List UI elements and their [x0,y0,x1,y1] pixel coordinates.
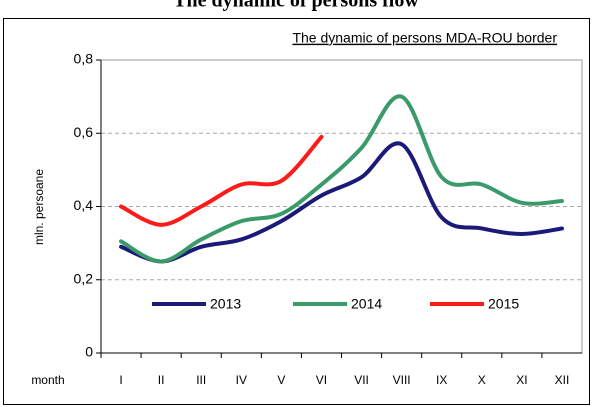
y-tick-label: 0,8 [74,51,94,67]
x-axis-label: month [31,373,64,387]
x-tick-label: XII [555,373,570,387]
x-tick-label: I [119,373,122,387]
x-tick-label: VII [354,373,369,387]
series-line [119,134,324,227]
x-tick-label: VI [316,373,327,387]
y-axis-label: mln. persoane [32,169,46,245]
legend-label: 2013 [210,296,241,312]
x-tick-label: IX [436,373,447,387]
legend-label: 2015 [488,296,519,312]
x-tick-label: VIII [393,373,411,387]
x-tick-label: XI [516,373,527,387]
y-tick-label: 0,6 [74,124,94,140]
series-line [119,141,564,264]
chart-title: The dynamic of persons flow [173,0,419,12]
y-tick-label: 0,2 [74,270,94,286]
x-tick-label: X [478,373,486,387]
x-tick-label: III [196,373,206,387]
legend-label: 2014 [351,296,382,312]
y-tick-label: 0 [85,344,93,360]
frame [3,18,590,405]
y-tick-label: 0,4 [74,197,94,213]
x-tick-label: II [158,373,165,387]
chart-subtitle: The dynamic of persons MDA-ROU border [292,30,557,46]
series-line [119,94,564,264]
x-tick-label: V [277,373,285,387]
x-tick-label: IV [236,373,247,387]
